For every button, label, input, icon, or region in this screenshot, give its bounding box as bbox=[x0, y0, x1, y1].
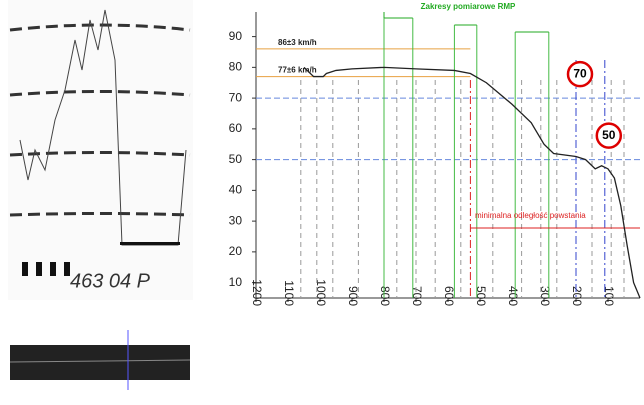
speed-line bbox=[304, 67, 640, 298]
x-tick-label: 300 bbox=[538, 286, 552, 306]
chart: 10 20 30 40 50 60 70 80 90 1200 1100 1000 900 800 700 6… bbox=[0, 0, 644, 405]
measurement-label: 86±3 km/h bbox=[278, 38, 317, 47]
x-tick-label: 200 bbox=[570, 286, 584, 306]
x-tick-label: 400 bbox=[506, 286, 520, 306]
screen: 463 04 P 1020304050607080901200110010009… bbox=[0, 0, 644, 405]
y-tick-label: 50 bbox=[229, 152, 243, 166]
x-tick-label: 500 bbox=[474, 286, 488, 306]
y-tick-label: 10 bbox=[229, 275, 243, 289]
x-tick-label: 1200 bbox=[250, 279, 264, 306]
x-tick-label: 1000 bbox=[314, 279, 328, 306]
y-tick-label: 70 bbox=[229, 90, 243, 104]
minimum-label: minimalna odległość powstania bbox=[475, 211, 586, 220]
y-tick-label: 30 bbox=[229, 213, 243, 227]
y-tick-label: 90 bbox=[229, 29, 243, 43]
limit-sign-text: 50 bbox=[602, 128, 616, 142]
x-tick-label: 800 bbox=[378, 286, 392, 306]
x-tick-label: 900 bbox=[346, 286, 360, 306]
x-tick-label: 1100 bbox=[282, 280, 296, 306]
y-tick-label: 60 bbox=[229, 121, 243, 135]
x-tick-label: 700 bbox=[410, 286, 424, 306]
x-tick-label: 600 bbox=[442, 286, 456, 306]
chart-title: Zakresy pomiarowe RMP bbox=[421, 2, 516, 11]
y-tick-label: 40 bbox=[229, 183, 243, 197]
y-tick-label: 20 bbox=[229, 244, 243, 258]
limit-sign-text: 70 bbox=[573, 66, 587, 80]
x-tick-label: 100 bbox=[602, 286, 616, 306]
y-tick-label: 80 bbox=[229, 60, 243, 74]
